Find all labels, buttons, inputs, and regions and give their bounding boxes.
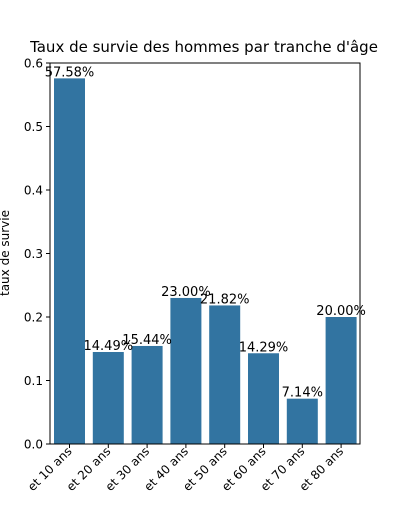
data-labels-group: 57.58% 14.49%15.44% 23.00%21.82% 14.29% 7.14… [45, 65, 366, 400]
bar-data-label: 23.00% [161, 285, 211, 300]
bar [92, 351, 124, 444]
y-tick-label: 0.0 [24, 438, 43, 452]
bar-data-label: 14.29% [239, 340, 289, 355]
bar-data-label: 15.44% [122, 333, 172, 348]
bar-data-label: 21.82% [200, 292, 250, 307]
y-axis-label: taux de survie [0, 210, 12, 296]
y-tick-label: 0.6 [24, 57, 43, 71]
bar-data-label: 7.14% [282, 386, 323, 401]
bar [286, 398, 318, 444]
bar [54, 78, 85, 445]
bar [248, 353, 279, 444]
chart-title: Taux de survie des hommes par tranche d'… [29, 38, 378, 56]
y-tick-label: 0.2 [24, 311, 43, 325]
y-axis-ticks: 0.0 0.1 0.2 0.3 0.4 0.5 0.6 [24, 57, 50, 452]
bar [170, 297, 202, 444]
bar [131, 345, 163, 444]
bar-data-label: 57.58% [45, 65, 95, 80]
y-tick-label: 0.1 [24, 374, 43, 388]
bar-data-label: 20.00% [316, 304, 366, 319]
bars-group [54, 78, 357, 445]
y-tick-label: 0.3 [24, 247, 43, 261]
plot-frame [49, 62, 361, 445]
y-tick-label: 0.5 [24, 120, 43, 134]
y-tick-label: 0.4 [24, 184, 43, 198]
bar-data-label: 14.49% [84, 339, 134, 354]
bar [209, 305, 241, 444]
bar [325, 317, 357, 444]
